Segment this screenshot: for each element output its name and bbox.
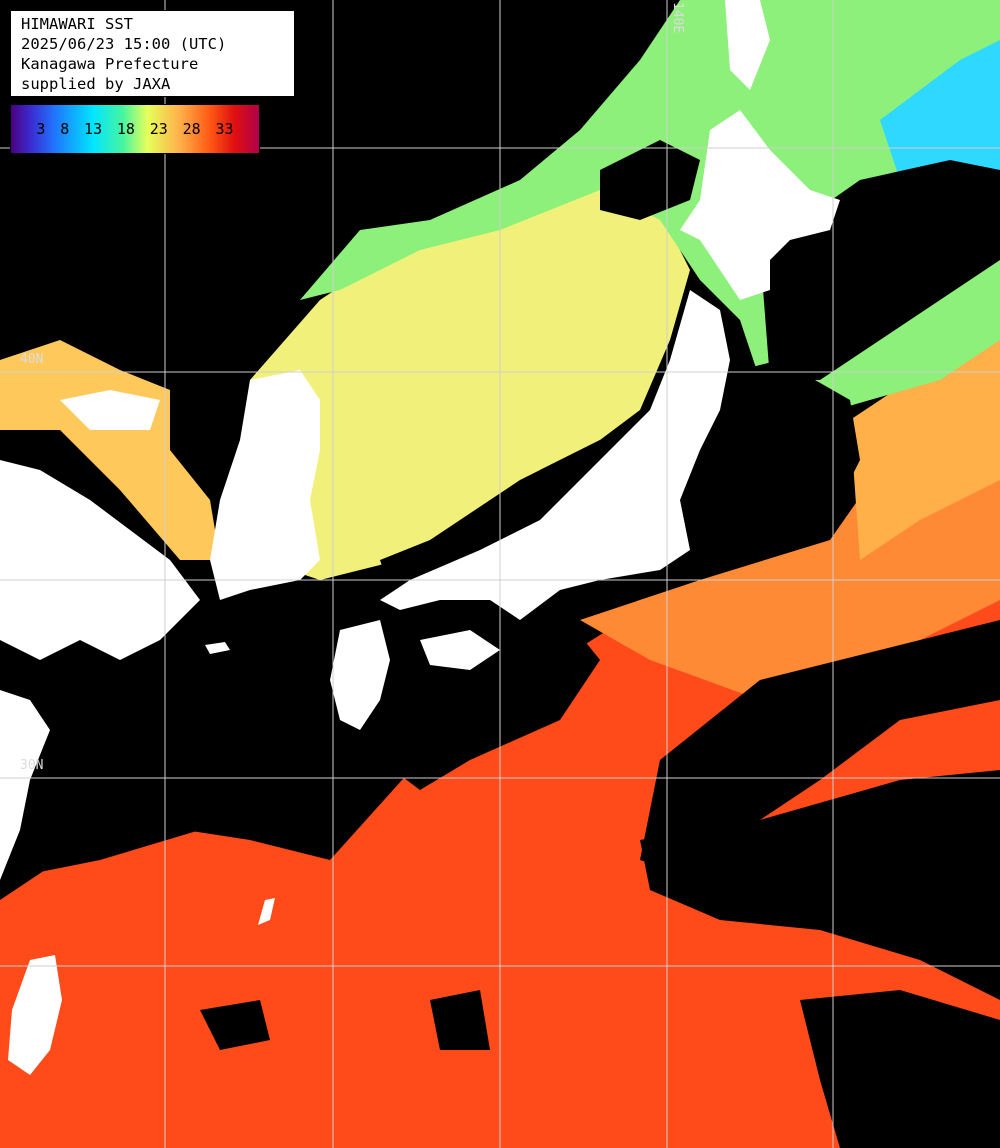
info-box: HIMAWARI SST 2025/06/23 15:00 (UTC) Kana… — [10, 10, 295, 97]
cloud-band-2 — [640, 770, 1000, 1000]
land-shikoku — [420, 630, 500, 670]
cloud-honshu-east — [690, 360, 860, 560]
land-sakhalin — [725, 0, 770, 90]
color-legend: 3 8 13 18 23 28 33 — [10, 104, 260, 154]
land-korea — [210, 370, 320, 600]
land-jeju — [205, 642, 230, 654]
legend-tick: 8 — [60, 120, 70, 138]
lat-label-30: 30N — [20, 758, 44, 773]
cold-sea-area — [880, 40, 1000, 200]
lat-label-40: 40N — [20, 352, 44, 367]
map-title: HIMAWARI SST — [21, 15, 133, 33]
lon-label-140: 140E — [670, 2, 685, 34]
legend-tick: 28 — [182, 120, 201, 138]
land-shandong — [60, 390, 160, 430]
land-hokkaido — [680, 110, 840, 300]
land-china-south — [0, 690, 50, 880]
cloud-band-3 — [800, 990, 1000, 1148]
map-region: Kanagawa Prefecture — [21, 55, 199, 73]
cloud-north — [600, 140, 700, 220]
legend-tick: 3 — [36, 120, 46, 138]
land-honshu — [380, 290, 730, 620]
legend-tick: 13 — [84, 120, 103, 138]
land-taiwan — [8, 955, 62, 1075]
legend-labels: 3 8 13 18 23 28 33 — [11, 120, 259, 138]
land-okinawa — [258, 898, 275, 925]
warm-sea-east — [850, 330, 1000, 560]
warm-sea-area — [580, 340, 1000, 700]
cloud-band-1 — [640, 620, 1000, 880]
land-china — [0, 460, 200, 660]
cloud-patch-6 — [200, 1000, 270, 1050]
map-credit: supplied by JAXA — [21, 75, 171, 93]
map-datetime: 2025/06/23 15:00 (UTC) — [21, 35, 227, 53]
cloud-patch-7 — [430, 990, 490, 1050]
legend-tick: 23 — [149, 120, 168, 138]
legend-tick: 33 — [215, 120, 234, 138]
legend-tick: 18 — [116, 120, 135, 138]
land-kyushu — [330, 620, 390, 730]
